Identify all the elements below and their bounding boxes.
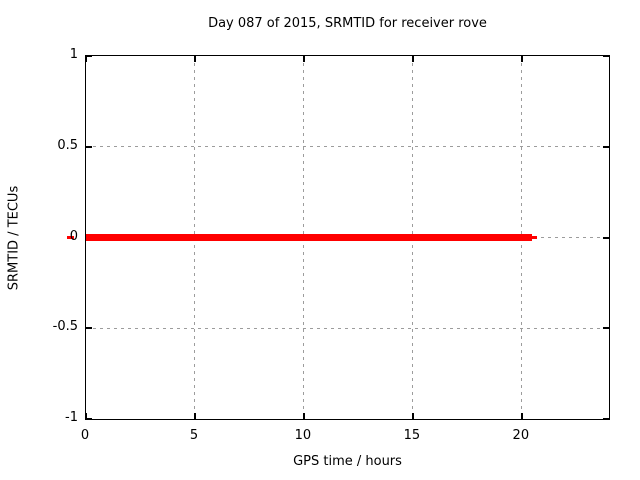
y-tick-label: 0.5 <box>57 137 78 153</box>
x-tick-label: 20 <box>512 428 530 443</box>
x-tick-mark <box>302 56 305 62</box>
y-tick-mark <box>86 418 92 420</box>
x-tick-mark <box>520 56 523 62</box>
x-tick-mark <box>520 413 523 419</box>
x-tick-mark <box>302 413 305 419</box>
y-tick-mark <box>86 327 92 330</box>
data-line-segment <box>67 236 75 239</box>
x-tick-mark <box>193 413 196 419</box>
x-axis-label: GPS time / hours <box>293 454 402 469</box>
y-tick-label: 0 <box>69 228 78 244</box>
data-line-segment <box>531 236 538 239</box>
gridline-horizontal <box>86 146 609 148</box>
y-tick-mark <box>603 327 609 330</box>
x-tick-mark <box>85 56 87 62</box>
x-tick-mark <box>85 413 87 419</box>
x-tick-label: 15 <box>403 428 421 443</box>
y-tick-label: 1 <box>69 47 78 62</box>
data-line-segment <box>86 234 532 241</box>
x-tick-mark <box>411 413 414 419</box>
chart-title: Day 087 of 2015, SRMTID for receiver rov… <box>208 16 487 31</box>
x-tick-label: 0 <box>80 428 90 443</box>
y-tick-mark <box>603 145 609 148</box>
y-tick-mark <box>603 55 609 57</box>
x-tick-label: 10 <box>294 428 312 443</box>
y-tick-mark <box>603 418 609 420</box>
y-tick-label: -0.5 <box>52 319 78 335</box>
x-tick-label: 5 <box>189 428 199 443</box>
x-tick-mark <box>193 56 196 62</box>
y-tick-mark <box>603 236 609 239</box>
gridline-horizontal <box>86 327 609 329</box>
y-tick-mark <box>86 145 92 148</box>
plot-area <box>67 55 610 420</box>
y-tick-mark <box>86 55 92 57</box>
y-tick-label: -1 <box>65 410 78 425</box>
x-tick-mark <box>411 56 414 62</box>
